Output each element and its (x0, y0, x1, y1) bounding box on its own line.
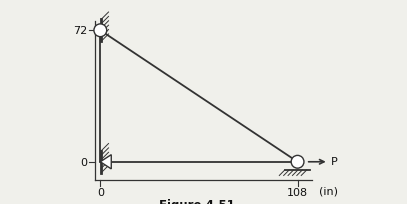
Text: 72: 72 (73, 26, 88, 36)
Polygon shape (100, 155, 111, 169)
Circle shape (94, 25, 107, 38)
Text: 108: 108 (287, 187, 308, 197)
Circle shape (291, 156, 304, 168)
Text: 0: 0 (97, 187, 104, 197)
Text: P: P (330, 156, 337, 166)
Text: Figure 4.51.: Figure 4.51. (159, 198, 239, 204)
Text: (in): (in) (319, 186, 339, 196)
Text: 0: 0 (81, 157, 88, 167)
